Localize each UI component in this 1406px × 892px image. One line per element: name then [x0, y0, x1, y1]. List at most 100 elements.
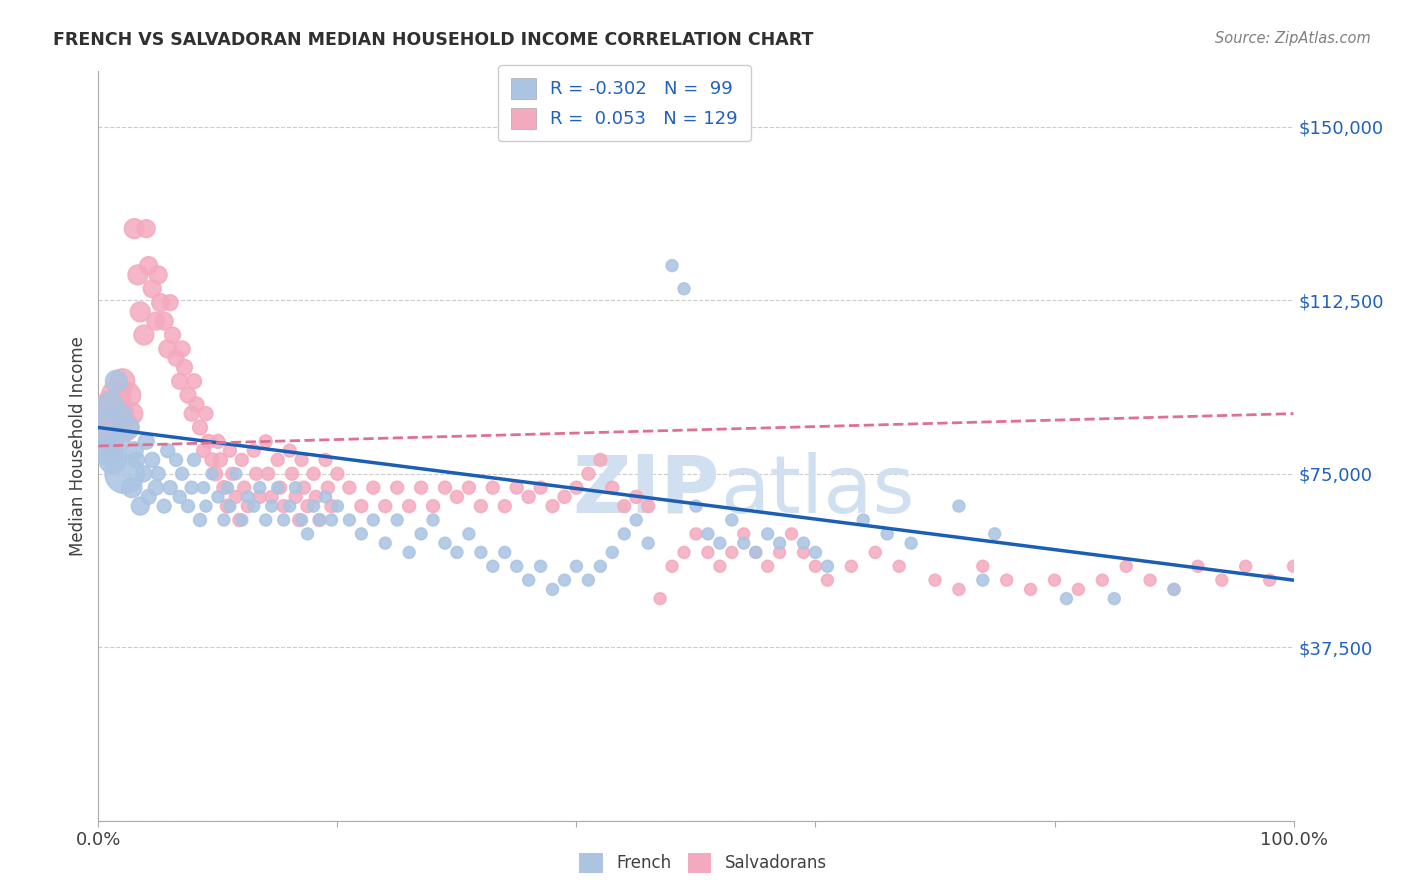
Point: [804, 545, 827, 559]
Text: atlas: atlas: [720, 452, 914, 530]
Point: [876, 527, 898, 541]
Point: [124, 443, 146, 458]
Point: [661, 559, 683, 574]
Point: [186, 397, 208, 411]
Point: [1043, 573, 1066, 587]
Point: [129, 499, 152, 513]
Point: [197, 434, 219, 449]
Point: [267, 481, 290, 495]
Point: [315, 490, 337, 504]
Point: [470, 545, 492, 559]
Point: [177, 499, 200, 513]
Point: [626, 490, 648, 504]
Point: [149, 295, 172, 310]
Point: [637, 536, 659, 550]
Point: [363, 513, 385, 527]
Point: [212, 481, 235, 495]
Point: [156, 443, 179, 458]
Point: [613, 499, 636, 513]
Point: [207, 434, 229, 449]
Point: [565, 559, 588, 574]
Point: [129, 305, 152, 319]
Point: [308, 513, 330, 527]
Point: [302, 467, 325, 481]
Point: [117, 420, 139, 434]
Point: [984, 527, 1007, 541]
Point: [339, 513, 361, 527]
Point: [321, 499, 343, 513]
Point: [219, 443, 242, 458]
Point: [111, 407, 134, 421]
Point: [219, 499, 242, 513]
Point: [793, 545, 815, 559]
Legend: French, Salvadorans: French, Salvadorans: [572, 847, 834, 880]
Point: [233, 481, 256, 495]
Point: [972, 573, 994, 587]
Point: [302, 499, 325, 513]
Point: [169, 490, 191, 504]
Point: [114, 467, 136, 481]
Point: [209, 453, 232, 467]
Point: [648, 591, 672, 606]
Point: [148, 268, 170, 282]
Point: [97, 434, 120, 449]
Point: [411, 481, 433, 495]
Point: [804, 559, 827, 574]
Point: [1091, 573, 1114, 587]
Point: [1282, 559, 1305, 574]
Point: [249, 481, 271, 495]
Point: [602, 481, 624, 495]
Point: [506, 559, 529, 574]
Point: [165, 453, 187, 467]
Point: [398, 545, 420, 559]
Point: [350, 527, 373, 541]
Point: [97, 443, 120, 458]
Point: [108, 407, 131, 421]
Point: [841, 559, 863, 574]
Point: [132, 467, 155, 481]
Point: [278, 443, 301, 458]
Point: [138, 259, 160, 273]
Point: [398, 499, 420, 513]
Point: [865, 545, 887, 559]
Point: [326, 467, 349, 481]
Point: [201, 467, 224, 481]
Point: [231, 513, 253, 527]
Point: [458, 481, 481, 495]
Point: [733, 527, 755, 541]
Point: [1115, 559, 1137, 574]
Point: [995, 573, 1018, 587]
Point: [231, 453, 253, 467]
Point: [125, 453, 148, 467]
Point: [1019, 582, 1042, 597]
Point: [422, 499, 444, 513]
Point: [470, 499, 492, 513]
Point: [1234, 559, 1257, 574]
Point: [517, 573, 540, 587]
Point: [162, 328, 184, 343]
Point: [948, 582, 970, 597]
Point: [673, 545, 696, 559]
Point: [506, 481, 529, 495]
Point: [589, 453, 612, 467]
Point: [156, 342, 179, 356]
Point: [613, 527, 636, 541]
Point: [260, 499, 283, 513]
Point: [768, 536, 790, 550]
Point: [374, 536, 396, 550]
Point: [172, 467, 194, 481]
Text: Source: ZipAtlas.com: Source: ZipAtlas.com: [1215, 31, 1371, 46]
Point: [138, 490, 160, 504]
Point: [852, 513, 875, 527]
Point: [201, 453, 224, 467]
Point: [422, 513, 444, 527]
Point: [446, 545, 468, 559]
Point: [236, 499, 259, 513]
Point: [793, 536, 815, 550]
Point: [815, 559, 838, 574]
Point: [721, 513, 744, 527]
Point: [225, 490, 247, 504]
Point: [135, 434, 157, 449]
Point: [273, 513, 295, 527]
Point: [183, 453, 205, 467]
